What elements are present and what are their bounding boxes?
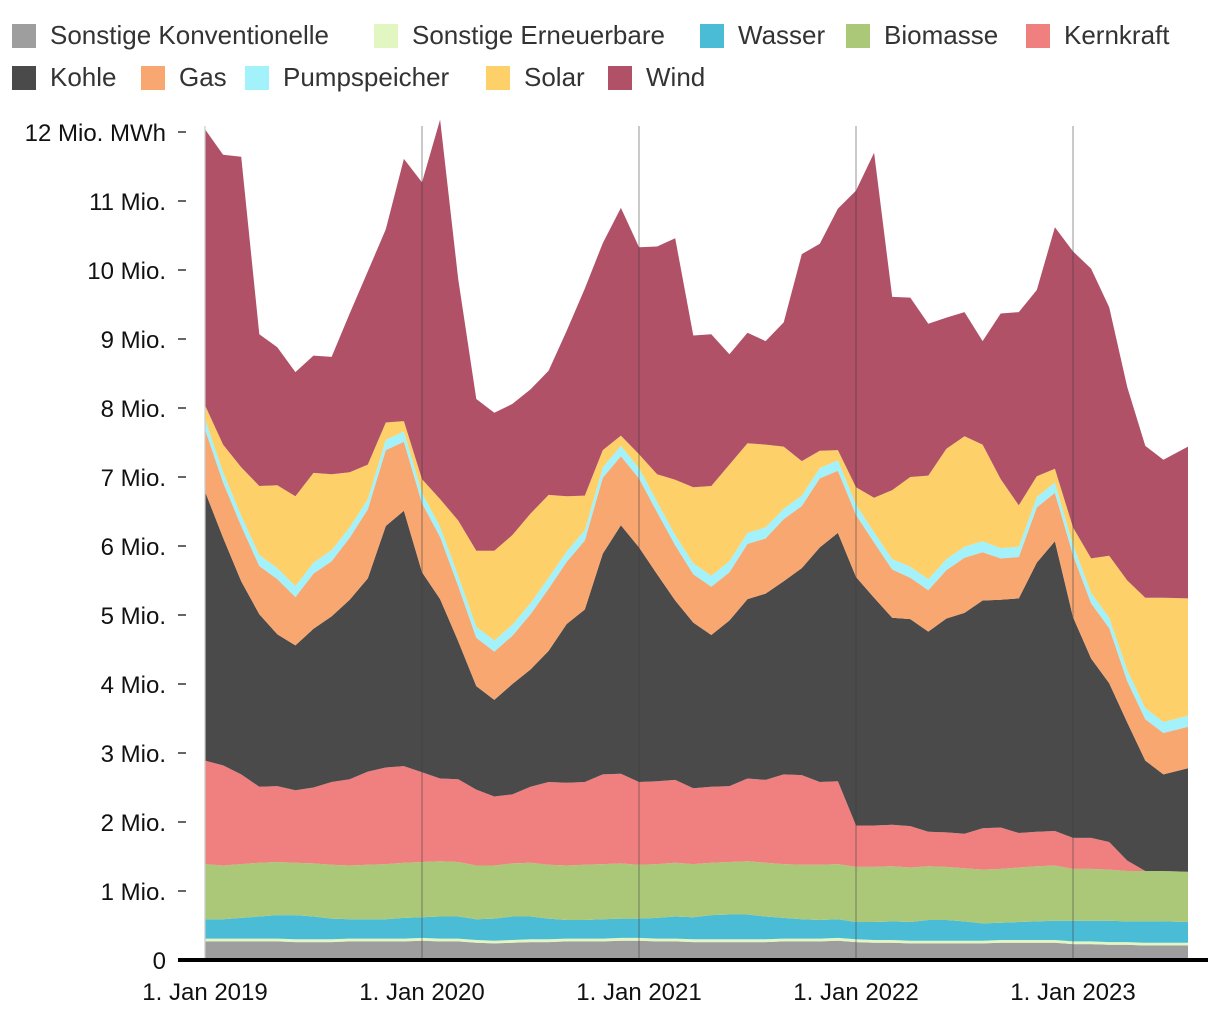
legend-label: Kernkraft <box>1064 20 1170 50</box>
legend-label: Pumpspeicher <box>283 62 450 92</box>
legend-swatch <box>846 23 870 48</box>
area-gas <box>205 429 1188 775</box>
x-tick-label: 1. Jan 2019 <box>142 979 267 1006</box>
y-tick-label: 4 Mio. <box>101 672 166 699</box>
legend-label: Solar <box>524 62 585 92</box>
legend-swatch <box>12 23 36 48</box>
legend-item[interactable]: Solar <box>486 62 585 93</box>
y-tick-label: 7 Mio. <box>101 465 166 492</box>
legend-label: Wind <box>646 62 706 92</box>
y-tick-label: 3 Mio. <box>101 741 166 768</box>
x-axis: 1. Jan 2019 1. Jan 2020 1. Jan 2021 1. Jan … <box>142 979 1135 1006</box>
area-sonstige-erneuerbare <box>205 937 1188 946</box>
y-tick-label: 10 Mio. <box>87 258 166 285</box>
legend-label: Sonstige Konventionelle <box>50 20 329 50</box>
legend-swatch <box>608 65 632 90</box>
y-axis: 0 1 Mio. 2 Mio. 3 Mio. 4 Mio. 5 Mio. 6 Mio. 7 M… <box>25 120 186 975</box>
y-tick-label: 8 Mio. <box>101 396 166 423</box>
legend-swatch <box>141 65 165 90</box>
y-tick-label: 0 <box>153 948 166 975</box>
legend-item[interactable]: Gas <box>141 62 227 93</box>
legend-swatch <box>1026 23 1050 48</box>
legend-label: Kohle <box>50 62 117 92</box>
legend-item[interactable]: Wasser <box>700 20 825 51</box>
area-wind <box>205 119 1188 599</box>
legend-swatch <box>12 65 36 90</box>
legend-swatch <box>374 23 398 48</box>
area-biomasse <box>205 861 1188 924</box>
area-solar <box>205 405 1188 722</box>
legend-item[interactable]: Kohle <box>12 62 117 93</box>
legend-item[interactable]: Pumpspeicher <box>245 62 449 93</box>
legend-swatch <box>245 65 269 90</box>
y-tick-label: 12 Mio. MWh <box>25 120 166 147</box>
x-tick-label: 1. Jan 2022 <box>793 979 918 1006</box>
legend-item[interactable]: Sonstige Konventionelle <box>12 20 329 51</box>
x-tick-label: 1. Jan 2023 <box>1010 979 1135 1006</box>
legend-item[interactable]: Wind <box>608 62 705 93</box>
legend-item[interactable]: Kernkraft <box>1026 20 1170 51</box>
x-tick-label: 1. Jan 2021 <box>576 979 701 1006</box>
legend-label: Gas <box>179 62 227 92</box>
legend-item[interactable]: Biomasse <box>846 20 998 51</box>
y-tick-label: 2 Mio. <box>101 810 166 837</box>
legend-label: Biomasse <box>884 20 999 50</box>
y-tick-label: 5 Mio. <box>101 603 166 630</box>
legend-swatch <box>700 23 724 48</box>
legend-label: Wasser <box>738 20 826 50</box>
area-kohle <box>205 491 1188 872</box>
legend-item[interactable]: Sonstige Erneuerbare <box>374 20 665 51</box>
y-tick-label: 11 Mio. <box>89 189 166 216</box>
y-tick-label: 6 Mio. <box>101 534 166 561</box>
area-layer <box>205 119 1188 960</box>
x-tick-label: 1. Jan 2020 <box>359 979 484 1006</box>
y-tick-label: 9 Mio. <box>101 327 166 354</box>
legend-label: Sonstige Erneuerbare <box>412 20 665 50</box>
area-sonstige-konventionelle <box>205 940 1188 960</box>
year-gridlines <box>204 126 1074 960</box>
legend-swatch <box>486 65 510 90</box>
y-tick-label: 1 Mio. <box>101 879 166 906</box>
area-kernkraft <box>205 760 1188 872</box>
area-wasser <box>205 914 1188 943</box>
area-pumpspeicher <box>205 419 1188 733</box>
